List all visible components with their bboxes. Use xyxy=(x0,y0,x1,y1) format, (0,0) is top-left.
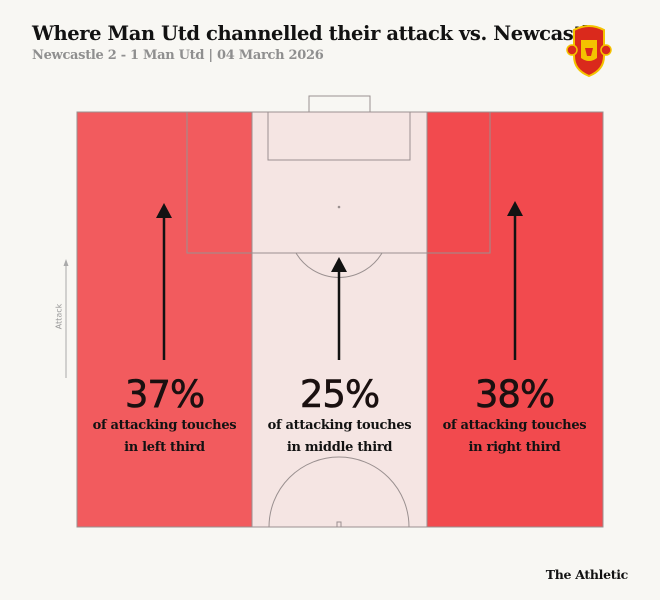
middle-third-percentage: 25% xyxy=(299,373,381,416)
left-arrow xyxy=(156,203,172,360)
six-yard-box xyxy=(267,111,411,161)
penalty-spot xyxy=(337,205,341,209)
left-third-caption-line1: of attacking touches xyxy=(92,418,237,433)
match-subtitle: Newcastle 2 - 1 Man Utd | 04 March 2026 xyxy=(32,48,324,63)
center-spot xyxy=(336,521,342,528)
attack-direction-indicator xyxy=(63,259,69,378)
right-third-caption-line2: in right third xyxy=(468,440,561,455)
right-arrow xyxy=(507,201,523,360)
right-third-caption-line1: of attacking touches xyxy=(442,418,587,433)
middle-third-caption-line1: of attacking touches xyxy=(267,418,412,433)
page-title: Where Man Utd channelled their attack vs… xyxy=(32,22,601,45)
right-third-percentage: 38% xyxy=(474,373,556,416)
middle-third-caption-line2: in middle third xyxy=(286,440,393,455)
publisher-credit: The Athletic xyxy=(545,567,629,582)
center-circle xyxy=(268,456,410,528)
middle-third-stat: 25% of attacking touches in middle third xyxy=(252,373,427,459)
left-third-percentage: 37% xyxy=(124,373,206,416)
left-third-caption-line2: in left third xyxy=(124,440,205,455)
goal xyxy=(308,95,371,113)
man-utd-crest-logo xyxy=(566,25,612,78)
attack-direction-label: Attack xyxy=(54,303,64,330)
left-third-stat: 37% of attacking touches in left third xyxy=(77,373,252,459)
right-third-stat: 38% of attacking touches in right third xyxy=(427,373,602,459)
middle-arrow xyxy=(331,257,347,360)
